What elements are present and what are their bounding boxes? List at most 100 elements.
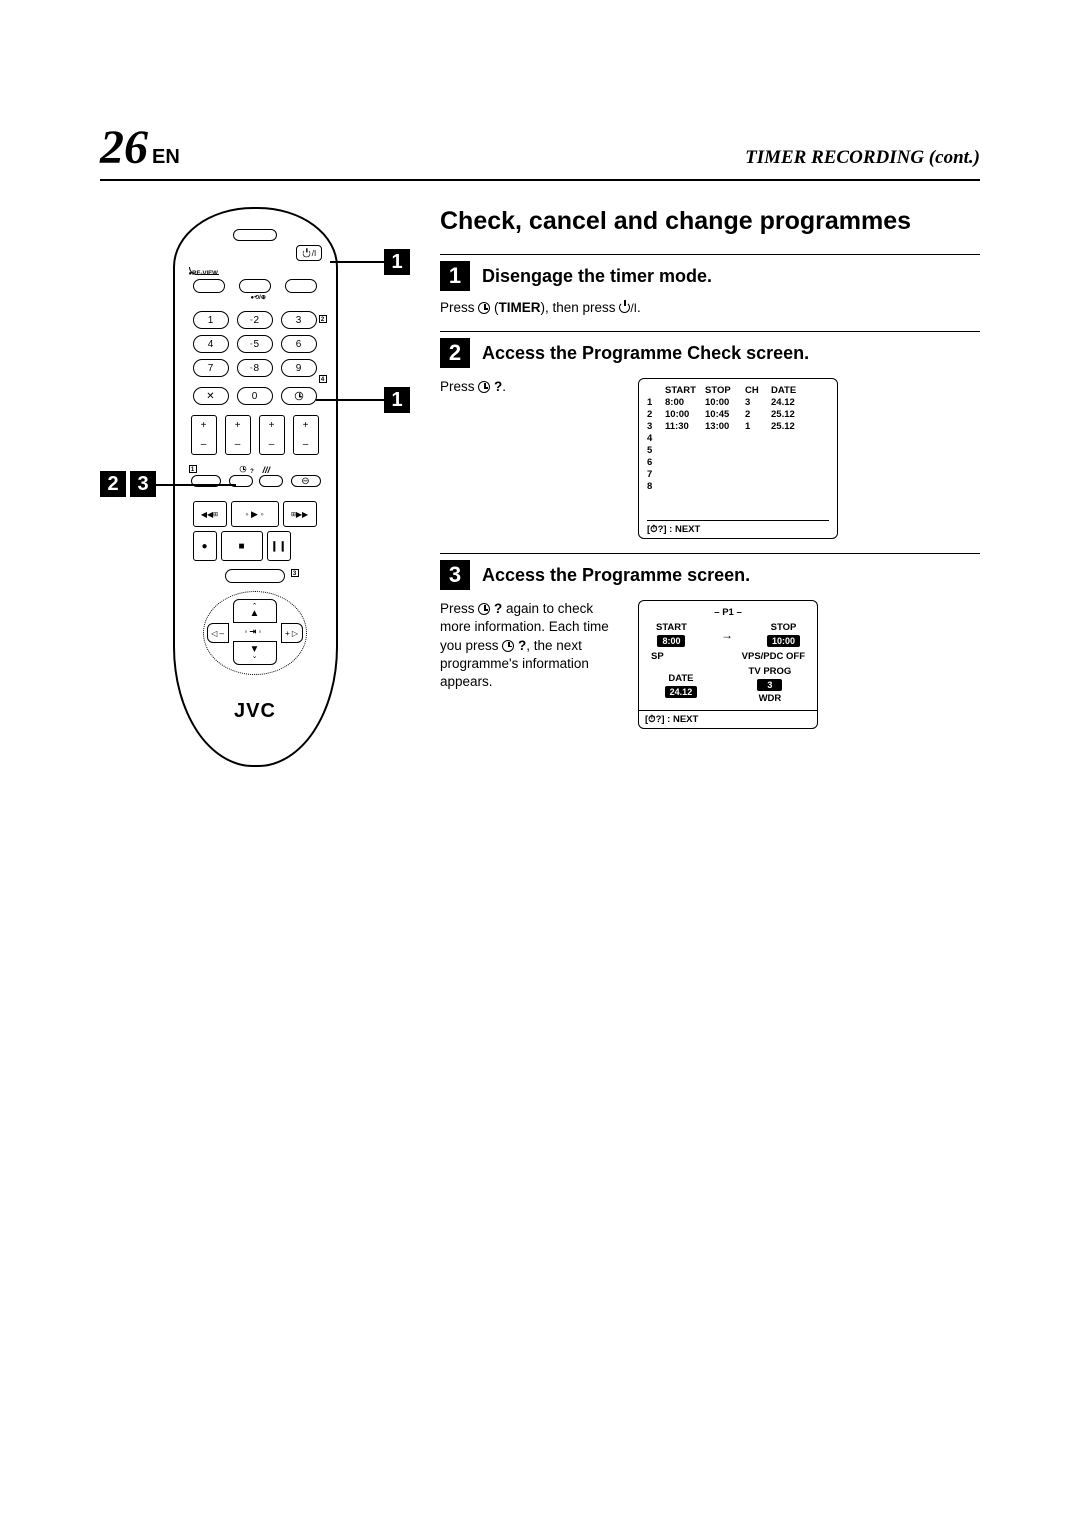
page-number-block: 26EN [100, 120, 180, 175]
rc-cancel-button: ✕ [193, 387, 229, 405]
r3c3: 1 [745, 421, 767, 432]
osd2-date-lbl: DATE [668, 673, 693, 684]
step-3-number: 3 [440, 560, 470, 590]
rc-slashes-label: /// [263, 465, 271, 475]
th-blank [647, 385, 661, 396]
osd2-vps: VPS/PDC OFF [742, 651, 805, 662]
osd2-prog-col: TV PROG 3 WDR [749, 666, 792, 704]
r6c0: 6 [647, 457, 661, 468]
rc-pm-3: +– [259, 415, 285, 455]
rc-num-7: 7 [193, 359, 229, 377]
th-ch: CH [745, 385, 767, 396]
th-stop: STOP [705, 385, 741, 396]
rc-num-0: 0 [237, 387, 273, 405]
osd2-start-val: 8:00 [657, 635, 685, 647]
text-column: Check, cancel and change programmes 1 Di… [440, 201, 980, 767]
r2c4: 25.12 [771, 409, 807, 420]
step-1-number: 1 [440, 261, 470, 291]
rc-tiny-box-4: 4 [319, 375, 327, 383]
callout-2: 2 [100, 471, 126, 497]
step-2-header: 2 Access the Programme Check screen. [440, 331, 980, 368]
step-3-text: Press ? again to check more information.… [440, 600, 620, 691]
osd2-stop-val: 10:00 [767, 635, 800, 647]
content-row: /I ●RE-VIEW ●⟲/⊕ 1 ◦2 3 4 ◦5 6 7 ◦8 9 2 … [100, 201, 980, 767]
rc-rewind-button: ◀◀ ⊞ [193, 501, 227, 527]
osd2-start-col: START 8:00 [656, 622, 687, 647]
page-lang: EN [152, 146, 180, 168]
osd2-prog-val: 3 [757, 679, 782, 691]
osd2-date-col: DATE 24.12 [665, 673, 698, 698]
programme-detail-screen: – P1 – START 8:00 → STOP 10:00 SP VPS/PD… [638, 600, 818, 729]
r2c1: 10:00 [665, 409, 701, 420]
osd2-row-time: START 8:00 → STOP 10:00 [639, 622, 817, 647]
rc-tiny-box-2: 2 [319, 315, 327, 323]
section-title: TIMER RECORDING (cont.) [745, 147, 980, 169]
rc-timer-button [281, 387, 317, 405]
r7c0: 7 [647, 469, 661, 480]
clock-icon [478, 302, 490, 314]
step-2-body: Press ?. START STOP CH DATE 18:0010:0032… [440, 378, 980, 539]
rc-small-3 [259, 475, 283, 487]
rc-num-8: ◦8 [237, 359, 273, 377]
power-icon [619, 302, 630, 313]
r1c1: 8:00 [665, 397, 701, 408]
callout-3: 3 [130, 471, 156, 497]
rc-num-4: 4 [193, 335, 229, 353]
step-2-number: 2 [440, 338, 470, 368]
rc-pause-button: ❙❙ [267, 531, 291, 561]
r1c3: 3 [745, 397, 767, 408]
rc-ff-button: ⊞ ▶▶ [283, 501, 317, 527]
step-3-header: 3 Access the Programme screen. [440, 553, 980, 590]
arrow-icon: → [721, 628, 733, 642]
rc-tiny-box-1: 1 [189, 465, 197, 473]
r4c0: 4 [647, 433, 661, 444]
r1c2: 10:00 [705, 397, 741, 408]
callout-23-line [156, 484, 236, 486]
programme-check-screen: START STOP CH DATE 18:0010:00324.12 210:… [638, 378, 838, 539]
osd2-stop-col: STOP 10:00 [767, 622, 800, 647]
rc-nav-right: + ▷ [281, 623, 303, 643]
r3c0: 3 [647, 421, 661, 432]
rc-small-4: ⊖ [291, 475, 321, 487]
clock-icon [294, 392, 302, 400]
callout-1a: 1 [384, 249, 410, 275]
osd2-row-date: DATE 24.12 TV PROG 3 WDR [639, 666, 817, 704]
osd2-title: – P1 – [639, 607, 817, 618]
osd2-sp: SP [651, 651, 664, 662]
osd2-stop-lbl: STOP [771, 622, 797, 633]
step-1-body: Press (TIMER), then press /I. [440, 299, 980, 317]
rc-rec-button: ● [193, 531, 217, 561]
remote-column: /I ●RE-VIEW ●⟲/⊕ 1 ◦2 3 4 ◦5 6 7 ◦8 9 2 … [100, 201, 410, 767]
osd-footer: [⏱?] : NEXT [647, 520, 829, 538]
clock-icon [239, 466, 246, 473]
r3c1: 11:30 [665, 421, 701, 432]
rc-power-button: /I [296, 245, 322, 261]
step-1-header: 1 Disengage the timer mode. [440, 254, 980, 291]
r8c0: 8 [647, 481, 661, 492]
osd2-prog-name: WDR [759, 693, 782, 704]
r2c0: 2 [647, 409, 661, 420]
rc-review-btn-2 [239, 279, 271, 293]
rc-tiny-box-3: 3 [291, 569, 299, 577]
rc-stop-button: ■ [221, 531, 263, 561]
rc-pm-1: +– [191, 415, 217, 455]
rc-play-button: ◦ ▶ ◦ [231, 501, 279, 527]
rc-pm-2: +– [225, 415, 251, 455]
rc-nav-down: ▼⌄ [233, 641, 277, 665]
rc-top-oval-button [233, 229, 277, 241]
osd2-start-lbl: START [656, 622, 687, 633]
r1c4: 24.12 [771, 397, 807, 408]
callout-1b: 1 [384, 387, 410, 413]
r2c2: 10:45 [705, 409, 741, 420]
power-icon [302, 249, 310, 257]
r3c2: 13:00 [705, 421, 741, 432]
rc-num-3: 3 [281, 311, 317, 329]
rc-nav-center-icon: ◦ ⇥ ◦ [245, 627, 262, 636]
rc-question-label: ? [237, 463, 254, 475]
step-3-title: Access the Programme screen. [482, 565, 750, 586]
clock-icon [502, 640, 514, 652]
step-2-text: Press ?. [440, 378, 620, 396]
osd2-footer: [⏱?] : NEXT [639, 710, 817, 728]
r2c3: 2 [745, 409, 767, 420]
rc-dot-label: ●⟲/⊕ [251, 294, 266, 301]
